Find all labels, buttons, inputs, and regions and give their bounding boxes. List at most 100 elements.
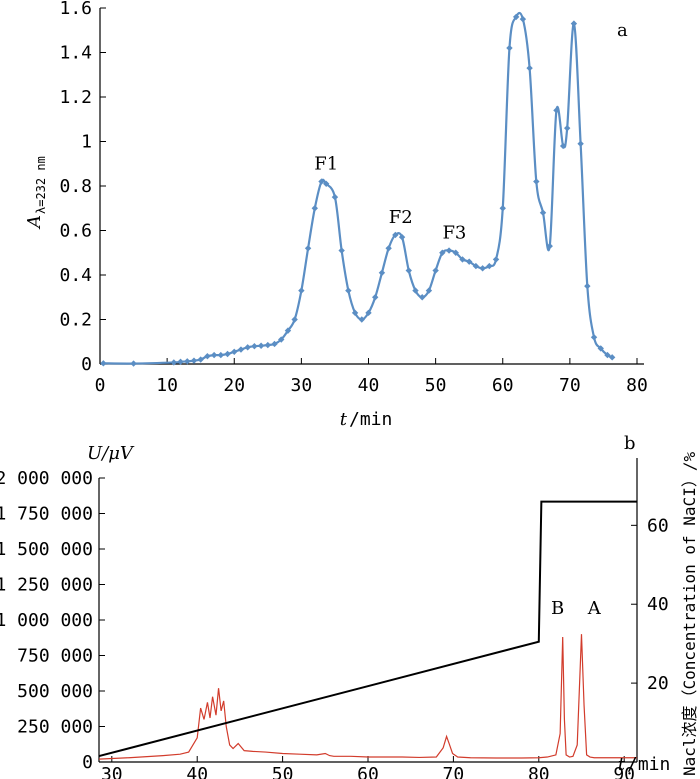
- a-data-point: [278, 336, 285, 343]
- a-peak-annotation: F1: [314, 154, 338, 175]
- a-x-tick-label: 10: [156, 375, 178, 396]
- a-x-tick-label: 20: [223, 375, 245, 396]
- a-y-tick-label: 0.2: [59, 310, 92, 331]
- b-y-tick-label: 1 000 000: [0, 610, 93, 631]
- a-data-point: [170, 359, 178, 366]
- b-peak-annotation: A: [587, 598, 602, 619]
- a-data-point: [459, 256, 466, 263]
- panel-a: 0 0.2 0.4 0.6 0.8 1 1.2 1.4 1.6 0 10 20 30 40 50 60 70 8…: [24, 0, 648, 430]
- a-data-point: [264, 341, 272, 349]
- a-data-point: [432, 267, 439, 274]
- a-data-point: [439, 249, 446, 256]
- a-data-point: [338, 247, 345, 254]
- a-data-point: [190, 357, 198, 364]
- a-data-point: [298, 287, 305, 294]
- b-xlabel-unit: /min: [627, 754, 670, 775]
- a-ylabel-main: A: [24, 215, 45, 230]
- a-data-point: [378, 269, 386, 276]
- a-data-point: [177, 358, 184, 365]
- a-data-point: [204, 353, 211, 360]
- b-y-tick-label: 750 000: [17, 646, 93, 667]
- a-data-point: [351, 309, 359, 317]
- a-x-tick-label: 0: [95, 375, 106, 396]
- b-x-tick-label: 80: [528, 764, 550, 779]
- a-ylabel-sub: λ=232 nm: [34, 156, 48, 214]
- b-right-tick-label: 60: [647, 515, 669, 536]
- a-data-point: [499, 205, 506, 212]
- a-data-point: [345, 287, 352, 294]
- a-y-tick-label: 1: [81, 132, 92, 153]
- a-data-point: [425, 287, 433, 294]
- a-x-tick-label: 50: [425, 375, 447, 396]
- a-data-point: [392, 231, 399, 239]
- a-data-point: [231, 348, 238, 355]
- a-data-point: [224, 350, 231, 358]
- a-data-point: [365, 309, 372, 317]
- a-data-point: [452, 249, 459, 256]
- a-data-point: [398, 233, 406, 241]
- a-x-tick-label: 70: [559, 375, 581, 396]
- b-y-axis-title: U/μV: [87, 443, 135, 464]
- panel-b-label: b: [624, 433, 636, 454]
- a-data-point: [506, 44, 513, 52]
- b-y-tick-label: 250 000: [17, 717, 93, 738]
- a-data-point: [405, 267, 412, 274]
- a-data-point: [197, 356, 204, 363]
- a-data-point: [419, 294, 426, 301]
- b-x-tick-label: 60: [357, 764, 379, 779]
- b-x-tick-label: 40: [186, 764, 208, 779]
- a-y-tick-label: 1.2: [59, 87, 92, 108]
- a-y-tick-label: 0: [81, 354, 92, 375]
- a-data-point: [590, 334, 598, 341]
- a-data-point: [584, 282, 591, 290]
- a-data-point: [304, 245, 312, 252]
- b-y-tick-label: 0: [82, 752, 93, 773]
- a-xlabel-var: t: [340, 409, 348, 430]
- b-y-tick-label: 1 750 000: [0, 504, 93, 525]
- a-data-point: [291, 316, 298, 323]
- b-x-tick-label: 30: [101, 764, 123, 779]
- a-y-axis-title: A λ=232 nm: [24, 156, 48, 230]
- a-series-line: [103, 11, 613, 365]
- a-data-point: [130, 360, 137, 367]
- a-data-point: [539, 209, 547, 216]
- a-data-point: [526, 64, 533, 72]
- a-y-tick-label: 1.4: [59, 43, 92, 64]
- a-y-tick-label: 1.6: [59, 0, 92, 19]
- a-data-point: [559, 142, 567, 150]
- b-x-tick-label: 50: [272, 764, 294, 779]
- b-right-axis-title: Nacl浓度（Concentration of NaCI）/%: [680, 452, 699, 776]
- a-data-point: [563, 124, 571, 132]
- a-data-point: [358, 316, 365, 323]
- a-x-tick-label: 80: [626, 375, 648, 396]
- b-nacl-gradient-line: [98, 500, 637, 758]
- a-data-point: [244, 344, 251, 351]
- a-data-point: [257, 342, 265, 349]
- a-x-tick-label: 40: [358, 375, 380, 396]
- a-data-point: [318, 178, 325, 185]
- a-data-point: [546, 242, 553, 250]
- b-right-tick-label: 20: [647, 673, 669, 694]
- b-peak-annotation: B: [551, 598, 564, 619]
- a-x-tick-label: 60: [492, 375, 514, 396]
- b-y-tick-label: 1 250 000: [0, 575, 93, 596]
- a-data-point: [472, 262, 480, 270]
- a-data-point: [237, 346, 245, 353]
- panel-b: 0 250 000 500 000 750 000 1 000 000 1 250 000…: [0, 433, 699, 779]
- a-data-point: [323, 180, 330, 187]
- a-data-point: [553, 107, 560, 114]
- b-y-tick-label: 2 000 000: [0, 468, 93, 489]
- b-uv-signal-line: [98, 634, 637, 760]
- a-data-point: [372, 294, 379, 301]
- a-data-point: [217, 351, 225, 359]
- a-data-point: [445, 247, 453, 254]
- b-y-tick-label: 500 000: [17, 681, 93, 702]
- a-y-tick-label: 0.4: [59, 265, 92, 286]
- b-x-tick-label: 70: [443, 764, 465, 779]
- a-data-point: [577, 140, 584, 147]
- a-x-tick-label: 30: [291, 375, 313, 396]
- a-data-point: [251, 343, 258, 350]
- a-xlabel-unit: /min: [349, 409, 392, 430]
- b-x-tick-label: 90: [613, 764, 635, 779]
